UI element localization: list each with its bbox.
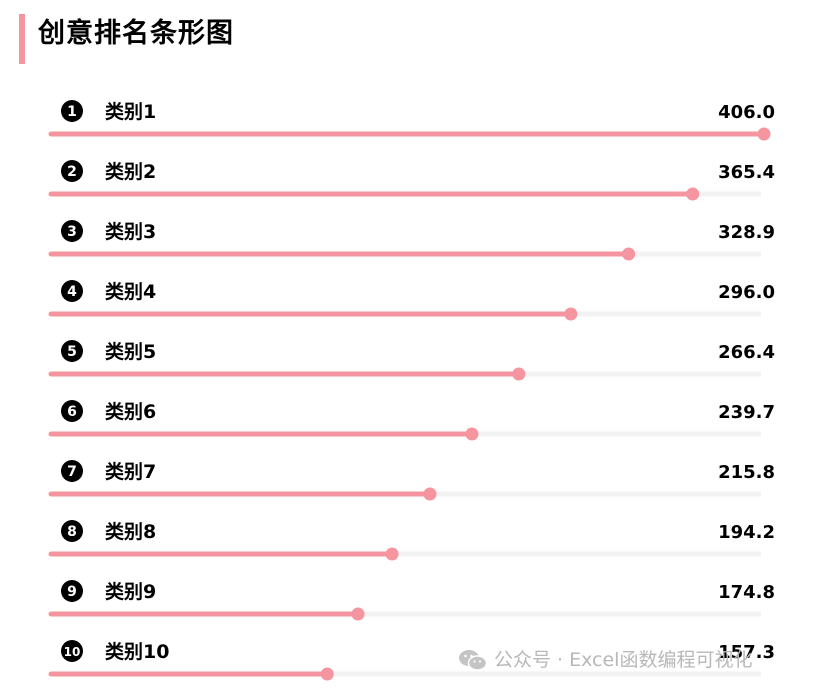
watermark-text: 公众号 · Excel函数编程可视化 [494, 649, 753, 671]
rank-number: 4 [67, 284, 77, 300]
bar-end-dot [757, 127, 771, 141]
value-label: 157.3 [718, 642, 775, 663]
rank-badge [61, 280, 83, 302]
value-label: 328.9 [718, 222, 775, 243]
rank-number: 5 [67, 344, 77, 360]
rank-number: 1 [67, 104, 77, 120]
category-label: 类别7 [105, 460, 156, 483]
rank-badge [61, 640, 83, 662]
rank-number: 9 [67, 584, 77, 600]
rank-badge [61, 520, 83, 542]
bar-end-dot [686, 187, 700, 201]
category-label: 类别3 [105, 220, 156, 243]
rank-badge [61, 400, 83, 422]
rank-number: 6 [67, 404, 77, 420]
bar-end-dot [465, 427, 479, 441]
title-accent-bar [19, 14, 25, 64]
rank-badge [61, 220, 83, 242]
category-label: 类别6 [105, 400, 156, 423]
rank-badge [61, 460, 83, 482]
rank-badge [61, 580, 83, 602]
rank-number: 3 [67, 224, 77, 240]
value-label: 406.0 [718, 102, 775, 123]
category-label: 类别8 [105, 520, 156, 543]
bar-end-dot [320, 667, 334, 681]
bar-end-dot [351, 607, 365, 621]
value-label: 266.4 [718, 342, 775, 363]
bar-end-dot [622, 247, 636, 261]
value-label: 296.0 [718, 282, 775, 303]
rank-number: 7 [67, 464, 77, 480]
rank-number: 8 [67, 524, 77, 540]
rank-number: 2 [67, 164, 77, 180]
rank-badge [61, 340, 83, 362]
wechat-icon [459, 650, 488, 671]
rank-badge [61, 100, 83, 122]
chart-title: 创意排名条形图 [38, 18, 234, 49]
category-label: 类别10 [105, 640, 169, 663]
category-label: 类别2 [105, 160, 156, 183]
category-label: 类别1 [105, 100, 156, 123]
category-label: 类别5 [105, 340, 156, 363]
bar-end-dot [423, 487, 437, 501]
value-label: 365.4 [718, 162, 775, 183]
bar-end-dot [512, 367, 526, 381]
value-label: 194.2 [718, 522, 775, 543]
value-label: 215.8 [718, 462, 775, 483]
value-label: 174.8 [718, 582, 775, 603]
category-label: 类别9 [105, 580, 156, 603]
value-label: 239.7 [718, 402, 775, 423]
bar-end-dot [385, 547, 399, 561]
rank-number: 10 [64, 645, 81, 659]
category-label: 类别4 [105, 280, 156, 303]
rank-badge [61, 160, 83, 182]
bar-end-dot [564, 307, 578, 321]
watermark: 公众号 · Excel函数编程可视化 [458, 646, 752, 674]
